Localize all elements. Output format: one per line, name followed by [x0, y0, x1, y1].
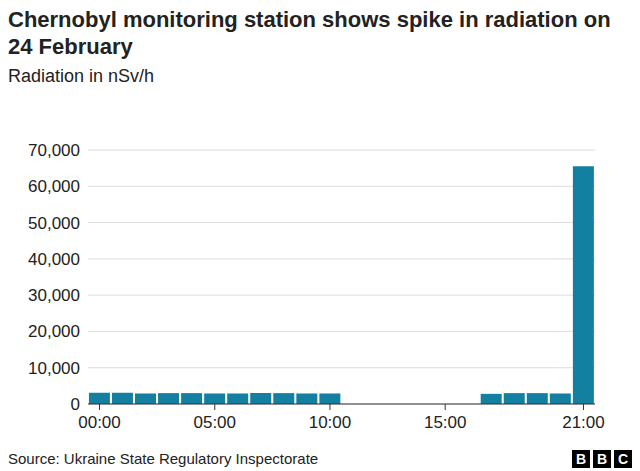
svg-text:60,000: 60,000 — [28, 177, 80, 196]
svg-text:70,000: 70,000 — [28, 141, 80, 160]
svg-text:20,000: 20,000 — [28, 322, 80, 341]
html-text:Source: Ukraine State Regulato: Source: Ukraine State Regulatory Inspect… — [8, 450, 319, 467]
html-text:Radiation in nSv/h: Radiation in nSv/h — [8, 66, 155, 86]
svg-text:30,000: 30,000 — [28, 286, 80, 305]
html-text:Chernobyl monitoring station s: Chernobyl monitoring station shows spike… — [8, 7, 611, 59]
svg-text:00:00: 00:00 — [78, 413, 121, 432]
svg-text:0: 0 — [71, 395, 80, 414]
svg-text:50,000: 50,000 — [28, 214, 80, 233]
svg-text:05:00: 05:00 — [193, 413, 236, 432]
html-text:B: B — [575, 451, 587, 467]
svg-text:40,000: 40,000 — [28, 250, 80, 269]
svg-text:10:00: 10:00 — [309, 413, 352, 432]
html-text:C: C — [617, 451, 629, 467]
html-text:B: B — [596, 451, 608, 467]
svg-text:15:00: 15:00 — [424, 413, 467, 432]
svg-text:21:00: 21:00 — [562, 413, 605, 432]
svg-text:10,000: 10,000 — [28, 359, 80, 378]
